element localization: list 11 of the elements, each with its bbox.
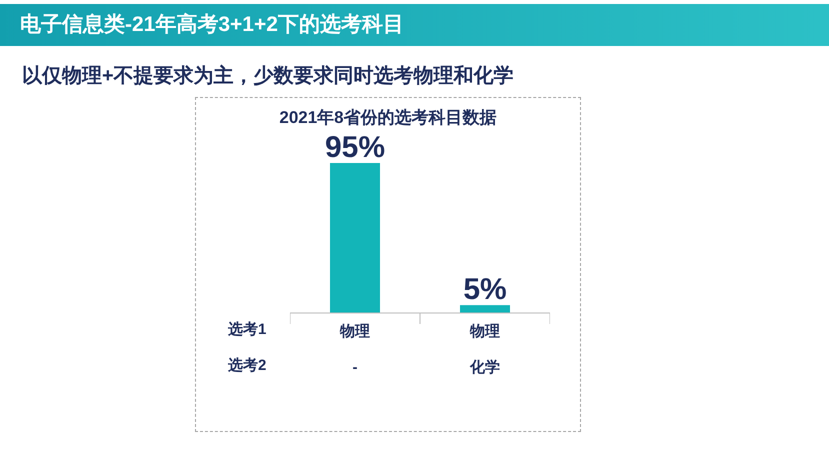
x-tick-label: 物理 <box>469 323 500 340</box>
chart-subtitle: 以仅物理+不提要求为主，少数要求同时选考物理和化学 <box>22 64 514 89</box>
x-tick-label: 物理 <box>339 323 370 340</box>
text: 化学 <box>469 359 500 376</box>
chart-title: 电子信息类-21年高考3+1+2下的选考科目 <box>20 12 404 38</box>
text: - <box>352 359 358 376</box>
text: 选考1 <box>228 320 266 339</box>
data-label: 5% <box>463 273 507 306</box>
text: 2021年8省份的选考科目数据 <box>278 107 498 129</box>
data-label: 95% <box>324 131 386 164</box>
text: 选考2 <box>228 356 266 375</box>
